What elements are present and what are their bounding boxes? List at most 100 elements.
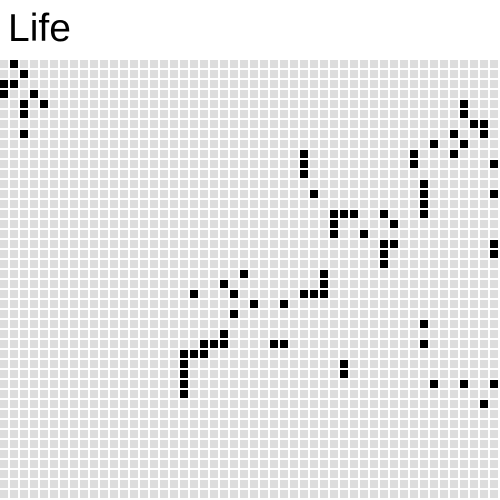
- dead-cell[interactable]: [30, 200, 38, 208]
- dead-cell[interactable]: [310, 490, 318, 498]
- dead-cell[interactable]: [280, 410, 288, 418]
- dead-cell[interactable]: [250, 360, 258, 368]
- dead-cell[interactable]: [260, 310, 268, 318]
- dead-cell[interactable]: [220, 230, 228, 238]
- dead-cell[interactable]: [340, 380, 348, 388]
- dead-cell[interactable]: [310, 150, 318, 158]
- dead-cell[interactable]: [130, 130, 138, 138]
- dead-cell[interactable]: [210, 440, 218, 448]
- dead-cell[interactable]: [200, 330, 208, 338]
- dead-cell[interactable]: [320, 320, 328, 328]
- dead-cell[interactable]: [110, 470, 118, 478]
- dead-cell[interactable]: [50, 210, 58, 218]
- dead-cell[interactable]: [340, 460, 348, 468]
- dead-cell[interactable]: [220, 250, 228, 258]
- dead-cell[interactable]: [120, 100, 128, 108]
- dead-cell[interactable]: [460, 330, 468, 338]
- dead-cell[interactable]: [260, 440, 268, 448]
- dead-cell[interactable]: [330, 450, 338, 458]
- live-cell[interactable]: [280, 300, 288, 308]
- dead-cell[interactable]: [130, 470, 138, 478]
- dead-cell[interactable]: [60, 480, 68, 488]
- dead-cell[interactable]: [300, 390, 308, 398]
- dead-cell[interactable]: [80, 470, 88, 478]
- dead-cell[interactable]: [280, 430, 288, 438]
- dead-cell[interactable]: [10, 420, 18, 428]
- dead-cell[interactable]: [410, 440, 418, 448]
- dead-cell[interactable]: [300, 280, 308, 288]
- dead-cell[interactable]: [150, 60, 158, 68]
- dead-cell[interactable]: [290, 200, 298, 208]
- dead-cell[interactable]: [310, 220, 318, 228]
- dead-cell[interactable]: [280, 480, 288, 488]
- dead-cell[interactable]: [290, 350, 298, 358]
- dead-cell[interactable]: [330, 440, 338, 448]
- dead-cell[interactable]: [180, 260, 188, 268]
- dead-cell[interactable]: [250, 330, 258, 338]
- dead-cell[interactable]: [340, 320, 348, 328]
- dead-cell[interactable]: [130, 420, 138, 428]
- dead-cell[interactable]: [30, 80, 38, 88]
- dead-cell[interactable]: [90, 290, 98, 298]
- dead-cell[interactable]: [280, 240, 288, 248]
- dead-cell[interactable]: [190, 380, 198, 388]
- dead-cell[interactable]: [200, 460, 208, 468]
- dead-cell[interactable]: [70, 80, 78, 88]
- live-cell[interactable]: [450, 150, 458, 158]
- dead-cell[interactable]: [60, 360, 68, 368]
- dead-cell[interactable]: [180, 120, 188, 128]
- dead-cell[interactable]: [190, 450, 198, 458]
- dead-cell[interactable]: [420, 370, 428, 378]
- dead-cell[interactable]: [150, 440, 158, 448]
- dead-cell[interactable]: [350, 460, 358, 468]
- dead-cell[interactable]: [20, 150, 28, 158]
- dead-cell[interactable]: [380, 180, 388, 188]
- dead-cell[interactable]: [440, 320, 448, 328]
- dead-cell[interactable]: [10, 250, 18, 258]
- dead-cell[interactable]: [440, 120, 448, 128]
- dead-cell[interactable]: [110, 160, 118, 168]
- dead-cell[interactable]: [20, 200, 28, 208]
- dead-cell[interactable]: [20, 360, 28, 368]
- dead-cell[interactable]: [150, 470, 158, 478]
- dead-cell[interactable]: [200, 240, 208, 248]
- dead-cell[interactable]: [390, 440, 398, 448]
- dead-cell[interactable]: [360, 290, 368, 298]
- dead-cell[interactable]: [310, 390, 318, 398]
- dead-cell[interactable]: [130, 70, 138, 78]
- live-cell[interactable]: [410, 160, 418, 168]
- dead-cell[interactable]: [460, 400, 468, 408]
- dead-cell[interactable]: [170, 320, 178, 328]
- dead-cell[interactable]: [40, 400, 48, 408]
- dead-cell[interactable]: [130, 60, 138, 68]
- dead-cell[interactable]: [230, 480, 238, 488]
- dead-cell[interactable]: [360, 460, 368, 468]
- dead-cell[interactable]: [120, 390, 128, 398]
- dead-cell[interactable]: [180, 220, 188, 228]
- dead-cell[interactable]: [290, 100, 298, 108]
- dead-cell[interactable]: [180, 410, 188, 418]
- dead-cell[interactable]: [150, 100, 158, 108]
- dead-cell[interactable]: [330, 170, 338, 178]
- dead-cell[interactable]: [120, 170, 128, 178]
- dead-cell[interactable]: [120, 480, 128, 488]
- dead-cell[interactable]: [140, 230, 148, 238]
- dead-cell[interactable]: [260, 80, 268, 88]
- dead-cell[interactable]: [220, 130, 228, 138]
- dead-cell[interactable]: [240, 390, 248, 398]
- dead-cell[interactable]: [50, 480, 58, 488]
- dead-cell[interactable]: [440, 380, 448, 388]
- dead-cell[interactable]: [40, 370, 48, 378]
- dead-cell[interactable]: [310, 330, 318, 338]
- dead-cell[interactable]: [330, 100, 338, 108]
- dead-cell[interactable]: [370, 220, 378, 228]
- dead-cell[interactable]: [180, 280, 188, 288]
- dead-cell[interactable]: [470, 220, 478, 228]
- dead-cell[interactable]: [110, 320, 118, 328]
- dead-cell[interactable]: [350, 140, 358, 148]
- dead-cell[interactable]: [460, 160, 468, 168]
- dead-cell[interactable]: [120, 120, 128, 128]
- dead-cell[interactable]: [20, 90, 28, 98]
- dead-cell[interactable]: [320, 300, 328, 308]
- dead-cell[interactable]: [410, 320, 418, 328]
